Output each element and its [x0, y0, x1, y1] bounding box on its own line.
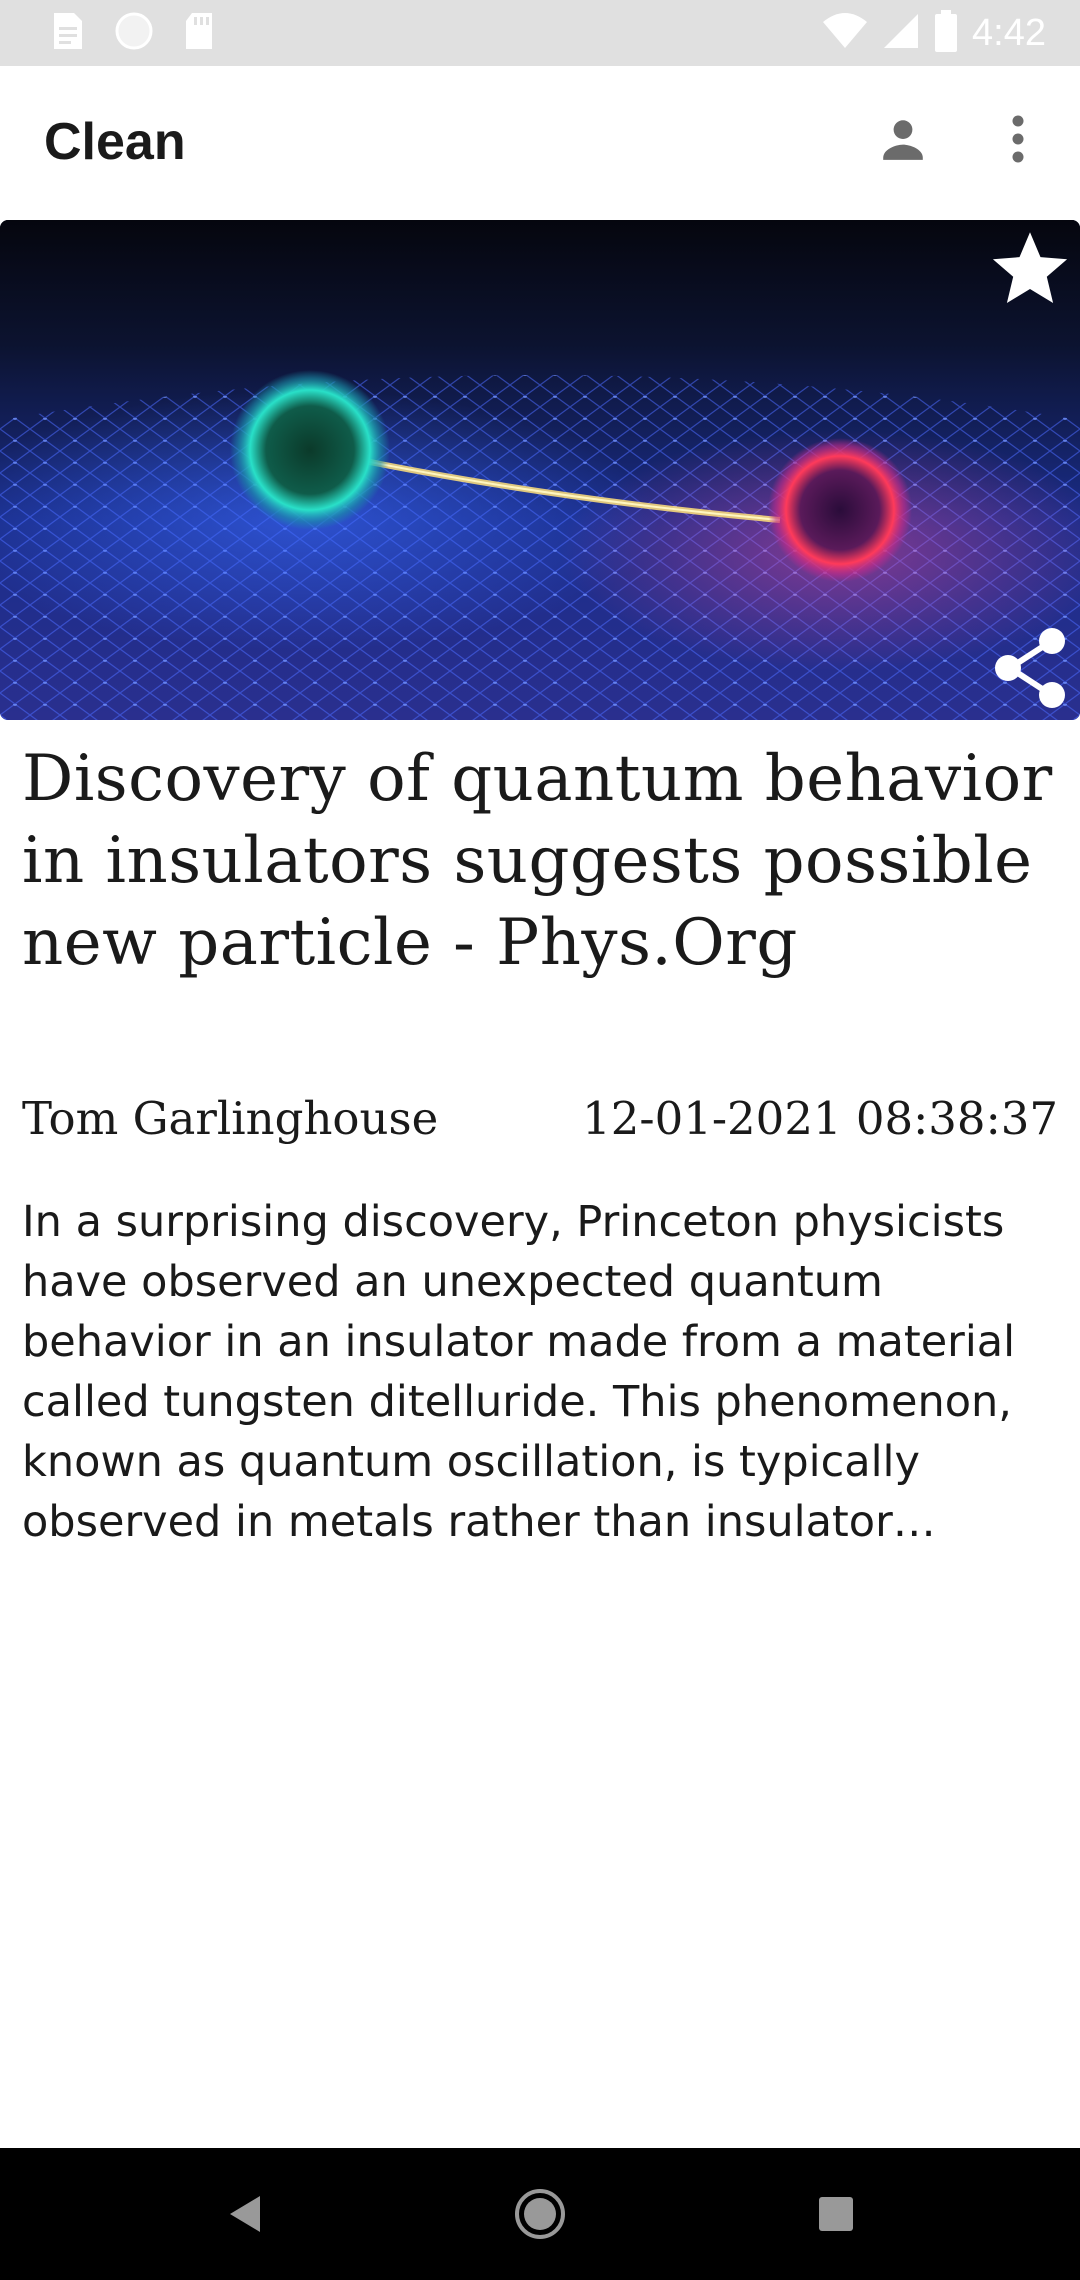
share-icon [995, 628, 1065, 708]
article-summary[interactable]: In a surprising discovery, Princeton phy… [22, 1197, 1016, 1547]
article-author: Tom Garlinghouse [22, 1092, 439, 1145]
article-image[interactable] [0, 220, 1080, 720]
navigation-bar [0, 2148, 1080, 2280]
article-title[interactable]: Discovery of quantum behavior in insulat… [22, 742, 1053, 980]
home-button[interactable] [510, 2184, 570, 2244]
back-icon [230, 2196, 260, 2232]
article-date: 12-01-2021 08:38:37 [582, 1092, 1058, 1145]
more-options-button[interactable] [990, 106, 1046, 172]
sd-card-icon [182, 11, 216, 56]
home-icon [515, 2189, 565, 2239]
back-button[interactable] [214, 2184, 274, 2244]
account-icon [883, 120, 923, 160]
star-icon [992, 232, 1068, 303]
circle-icon [114, 11, 154, 56]
recents-button[interactable] [806, 2184, 866, 2244]
quantum-illustration-image [0, 220, 1080, 720]
account-button[interactable] [872, 108, 934, 170]
document-icon [50, 11, 86, 56]
more-vert-icon [1012, 115, 1024, 163]
wifi-icon [822, 12, 868, 55]
recents-icon [819, 2197, 853, 2231]
signal-icon [882, 12, 920, 55]
status-bar-system: 4:42 [822, 9, 1046, 57]
status-bar-notifications [50, 11, 216, 56]
favorite-button[interactable] [988, 226, 1072, 310]
status-bar: 4:42 [0, 0, 1080, 66]
app-title: Clean [44, 113, 186, 171]
article-meta: Tom Garlinghouse 12-01-2021 08:38:37 [22, 1092, 1058, 1152]
status-bar-time: 4:42 [972, 11, 1046, 54]
battery-icon [934, 9, 958, 57]
share-button[interactable] [990, 626, 1070, 710]
app-bar: Clean [0, 66, 1080, 220]
